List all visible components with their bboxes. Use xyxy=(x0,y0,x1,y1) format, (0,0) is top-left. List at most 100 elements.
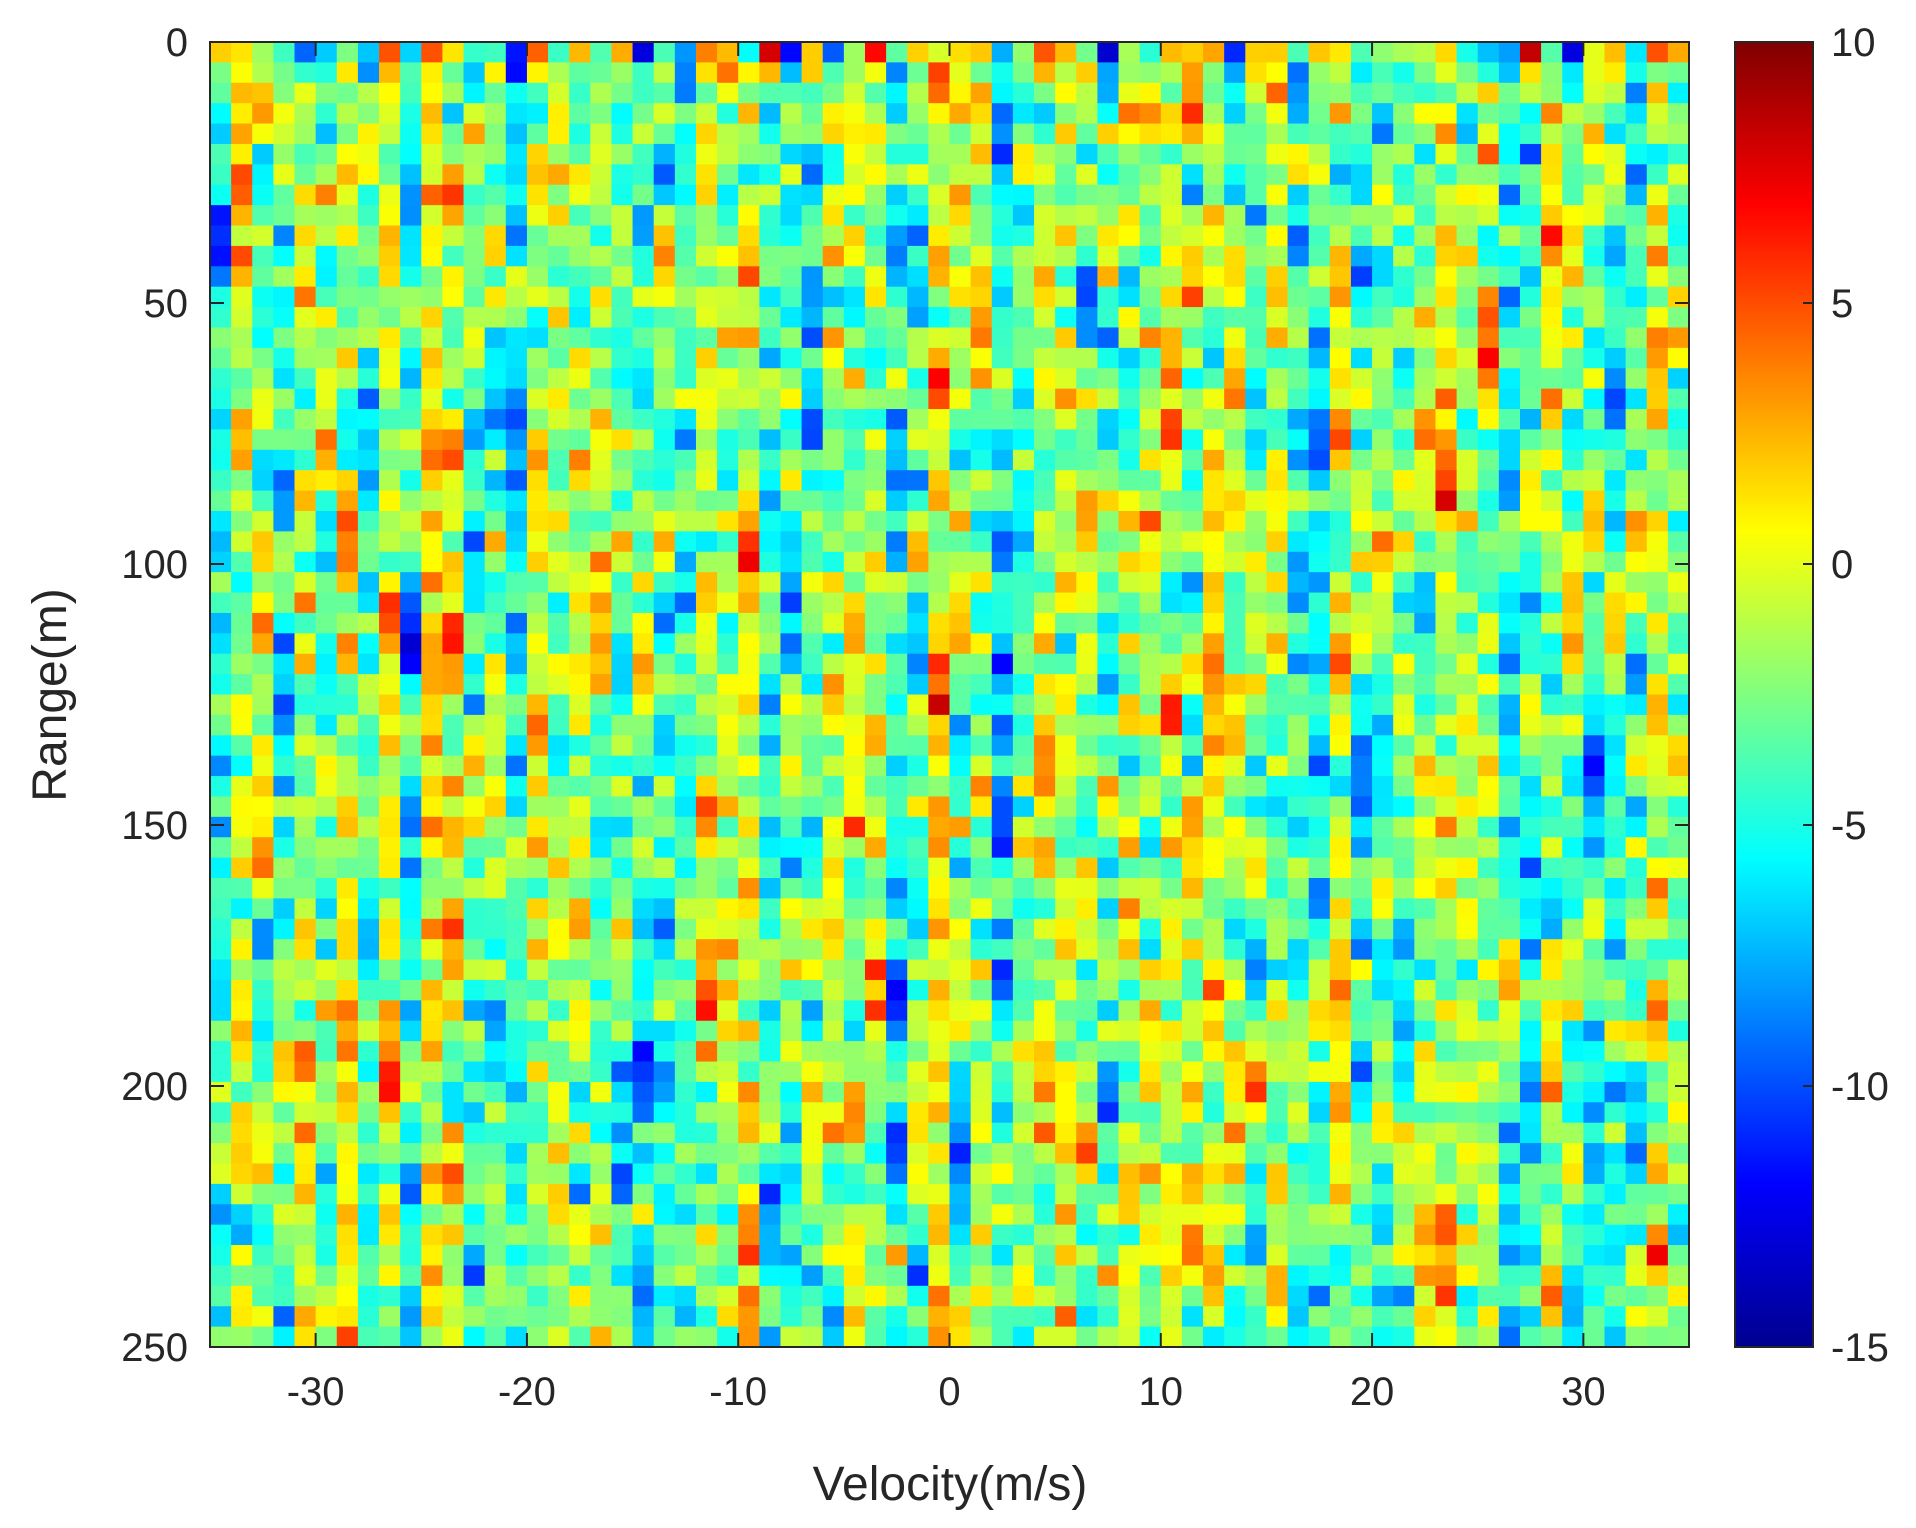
heatmap-cell xyxy=(653,694,676,716)
heatmap-cell xyxy=(1604,245,1627,267)
heatmap-cell xyxy=(357,755,380,777)
heatmap-cell xyxy=(1203,1245,1225,1267)
heatmap-cell xyxy=(928,368,951,390)
heatmap-cell xyxy=(886,1163,908,1185)
heatmap-cell xyxy=(315,796,338,818)
heatmap-cell xyxy=(1562,592,1584,614)
heatmap-cell xyxy=(1372,368,1394,390)
heatmap-cell xyxy=(991,551,1014,573)
heatmap-cell xyxy=(1160,1122,1183,1144)
heatmap-cell xyxy=(864,1245,887,1267)
heatmap-cell xyxy=(590,939,613,961)
heatmap-cell xyxy=(717,1224,739,1246)
heatmap-cell xyxy=(1097,164,1120,186)
heatmap-cell xyxy=(1372,612,1394,634)
heatmap-cell xyxy=(379,266,401,288)
heatmap-cell xyxy=(315,449,338,471)
heatmap-cell xyxy=(421,266,444,288)
heatmap-cell xyxy=(717,572,739,594)
heatmap-cell xyxy=(463,796,486,818)
heatmap-cell xyxy=(1160,510,1183,532)
heatmap-cell xyxy=(632,1265,655,1287)
heatmap-cell xyxy=(484,531,507,553)
heatmap-cell xyxy=(886,1102,908,1124)
heatmap-cell xyxy=(632,286,655,308)
heatmap-cell xyxy=(1266,388,1289,410)
heatmap-cell xyxy=(1224,796,1246,818)
heatmap-cell xyxy=(611,347,634,369)
heatmap-cell xyxy=(1456,164,1479,186)
heatmap-cell xyxy=(1625,959,1648,981)
heatmap-cell xyxy=(1308,1061,1331,1083)
heatmap-cell xyxy=(210,714,232,736)
heatmap-cell xyxy=(1541,368,1563,390)
heatmap-cell xyxy=(695,551,718,573)
heatmap-cell xyxy=(759,1326,782,1348)
heatmap-cell xyxy=(273,368,296,390)
heatmap-cell xyxy=(1456,694,1479,716)
heatmap-cell xyxy=(1012,245,1035,267)
heatmap-cell xyxy=(674,714,697,736)
heatmap-cell xyxy=(674,857,697,879)
heatmap-cell xyxy=(463,572,486,594)
heatmap-cell xyxy=(1667,103,1690,125)
heatmap-cell xyxy=(442,164,465,186)
heatmap-cell xyxy=(886,714,908,736)
heatmap-cell xyxy=(1541,42,1563,63)
heatmap-cell xyxy=(1583,959,1606,981)
heatmap-cell xyxy=(717,1326,739,1348)
heatmap-cell xyxy=(1456,551,1479,573)
heatmap-cell xyxy=(886,939,908,961)
heatmap-cell xyxy=(1393,409,1415,431)
heatmap-cell xyxy=(484,612,507,634)
heatmap-cell xyxy=(780,347,803,369)
heatmap-cell xyxy=(1456,1183,1479,1205)
heatmap-cell xyxy=(1245,755,1268,777)
heatmap-cell xyxy=(1097,225,1120,247)
heatmap-cell xyxy=(1308,572,1331,594)
heatmap-cell xyxy=(843,1224,866,1246)
heatmap-cell xyxy=(210,837,232,859)
heatmap-cell xyxy=(843,796,866,818)
heatmap-cell xyxy=(1245,959,1268,981)
heatmap-cell xyxy=(1372,674,1394,696)
heatmap-cell xyxy=(717,103,739,125)
heatmap-cell xyxy=(1667,82,1690,104)
heatmap-cell xyxy=(1308,1306,1331,1328)
heatmap-cell xyxy=(1181,694,1204,716)
heatmap-cell xyxy=(548,327,570,349)
heatmap-cell xyxy=(1393,449,1415,471)
heatmap-cell xyxy=(1604,755,1627,777)
heatmap-cell xyxy=(569,449,591,471)
heatmap-cell xyxy=(400,1326,422,1348)
heatmap-cell xyxy=(252,327,274,349)
heatmap-cell xyxy=(1076,347,1098,369)
heatmap-cell xyxy=(484,959,507,981)
heatmap-cell xyxy=(1139,409,1162,431)
heatmap-cell xyxy=(970,1204,993,1226)
heatmap-cell xyxy=(1393,245,1415,267)
heatmap-cell xyxy=(231,490,253,512)
heatmap-cell xyxy=(822,307,845,329)
heatmap-cell xyxy=(1287,82,1310,104)
heatmap-cell xyxy=(569,123,591,145)
heatmap-cell xyxy=(569,959,591,981)
heatmap-cell xyxy=(864,735,887,757)
heatmap-cell xyxy=(1308,245,1331,267)
heatmap-cell xyxy=(1203,735,1225,757)
heatmap-cell xyxy=(463,1061,486,1083)
heatmap-cell xyxy=(463,286,486,308)
heatmap-cell xyxy=(1034,735,1056,757)
heatmap-cell xyxy=(717,510,739,532)
heatmap-cell xyxy=(484,979,507,1001)
heatmap-cell xyxy=(548,1122,570,1144)
heatmap-cell xyxy=(569,674,591,696)
heatmap-cell xyxy=(1435,82,1458,104)
heatmap-cell xyxy=(1203,327,1225,349)
heatmap-cell xyxy=(463,979,486,1001)
heatmap-cell xyxy=(864,388,887,410)
heatmap-cell xyxy=(1372,1224,1394,1246)
heatmap-cell xyxy=(1203,429,1225,451)
heatmap-cell xyxy=(1203,1204,1225,1226)
heatmap-cell xyxy=(526,1020,549,1042)
